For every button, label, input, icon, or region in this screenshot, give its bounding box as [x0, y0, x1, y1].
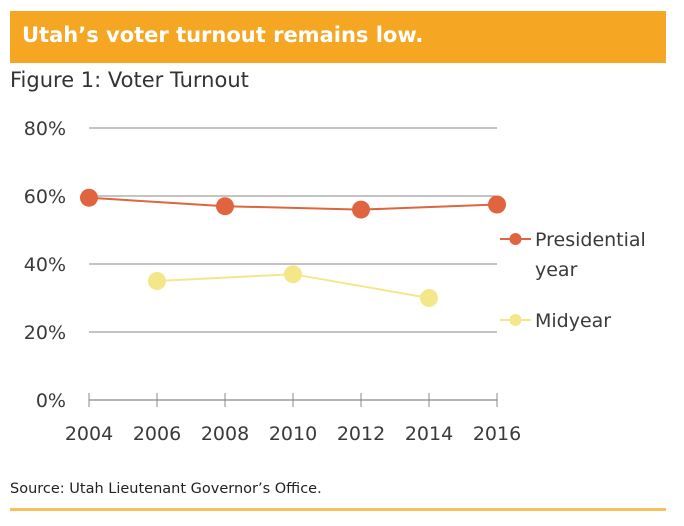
voter-turnout-chart: 0% 20% 40% 60% 80% 2004 2006 2008 2010 2012 2014 20… — [24, 118, 646, 445]
y-tick-label: 40% — [24, 254, 66, 276]
x-tick-label: 2012 — [337, 423, 385, 445]
y-tick-label: 80% — [24, 118, 66, 140]
x-tick-label: 2008 — [201, 423, 249, 445]
y-tick-label: 60% — [24, 186, 66, 208]
footer-rule — [10, 508, 666, 511]
legend-label: year — [535, 259, 578, 281]
data-point — [284, 265, 302, 284]
legend-label: Presidential — [535, 229, 646, 251]
y-tick-label: 20% — [24, 322, 66, 344]
legend-marker — [509, 314, 522, 326]
data-point — [216, 197, 234, 216]
x-tick-label: 2004 — [65, 423, 113, 445]
figure-title: Figure 1: Voter Turnout — [10, 68, 249, 92]
header-banner: Utah’s voter turnout remains low. — [10, 11, 666, 63]
data-point — [352, 200, 370, 219]
x-tick-label: 2010 — [269, 423, 317, 445]
series-line-0 — [88, 196, 498, 211]
data-point — [488, 195, 506, 214]
banner-title: Utah’s voter turnout remains low. — [22, 23, 424, 47]
x-tick-label: 2016 — [473, 423, 521, 445]
x-tick-label: 2006 — [133, 423, 181, 445]
source-note: Source: Utah Lieutenant Governor’s Offic… — [10, 481, 322, 497]
data-point — [80, 188, 98, 207]
x-tick-label: 2014 — [405, 423, 453, 445]
legend-label: Midyear — [535, 310, 611, 332]
data-point — [420, 289, 438, 307]
legend-marker — [509, 233, 522, 245]
y-tick-label: 0% — [36, 390, 66, 412]
data-point — [148, 272, 166, 290]
